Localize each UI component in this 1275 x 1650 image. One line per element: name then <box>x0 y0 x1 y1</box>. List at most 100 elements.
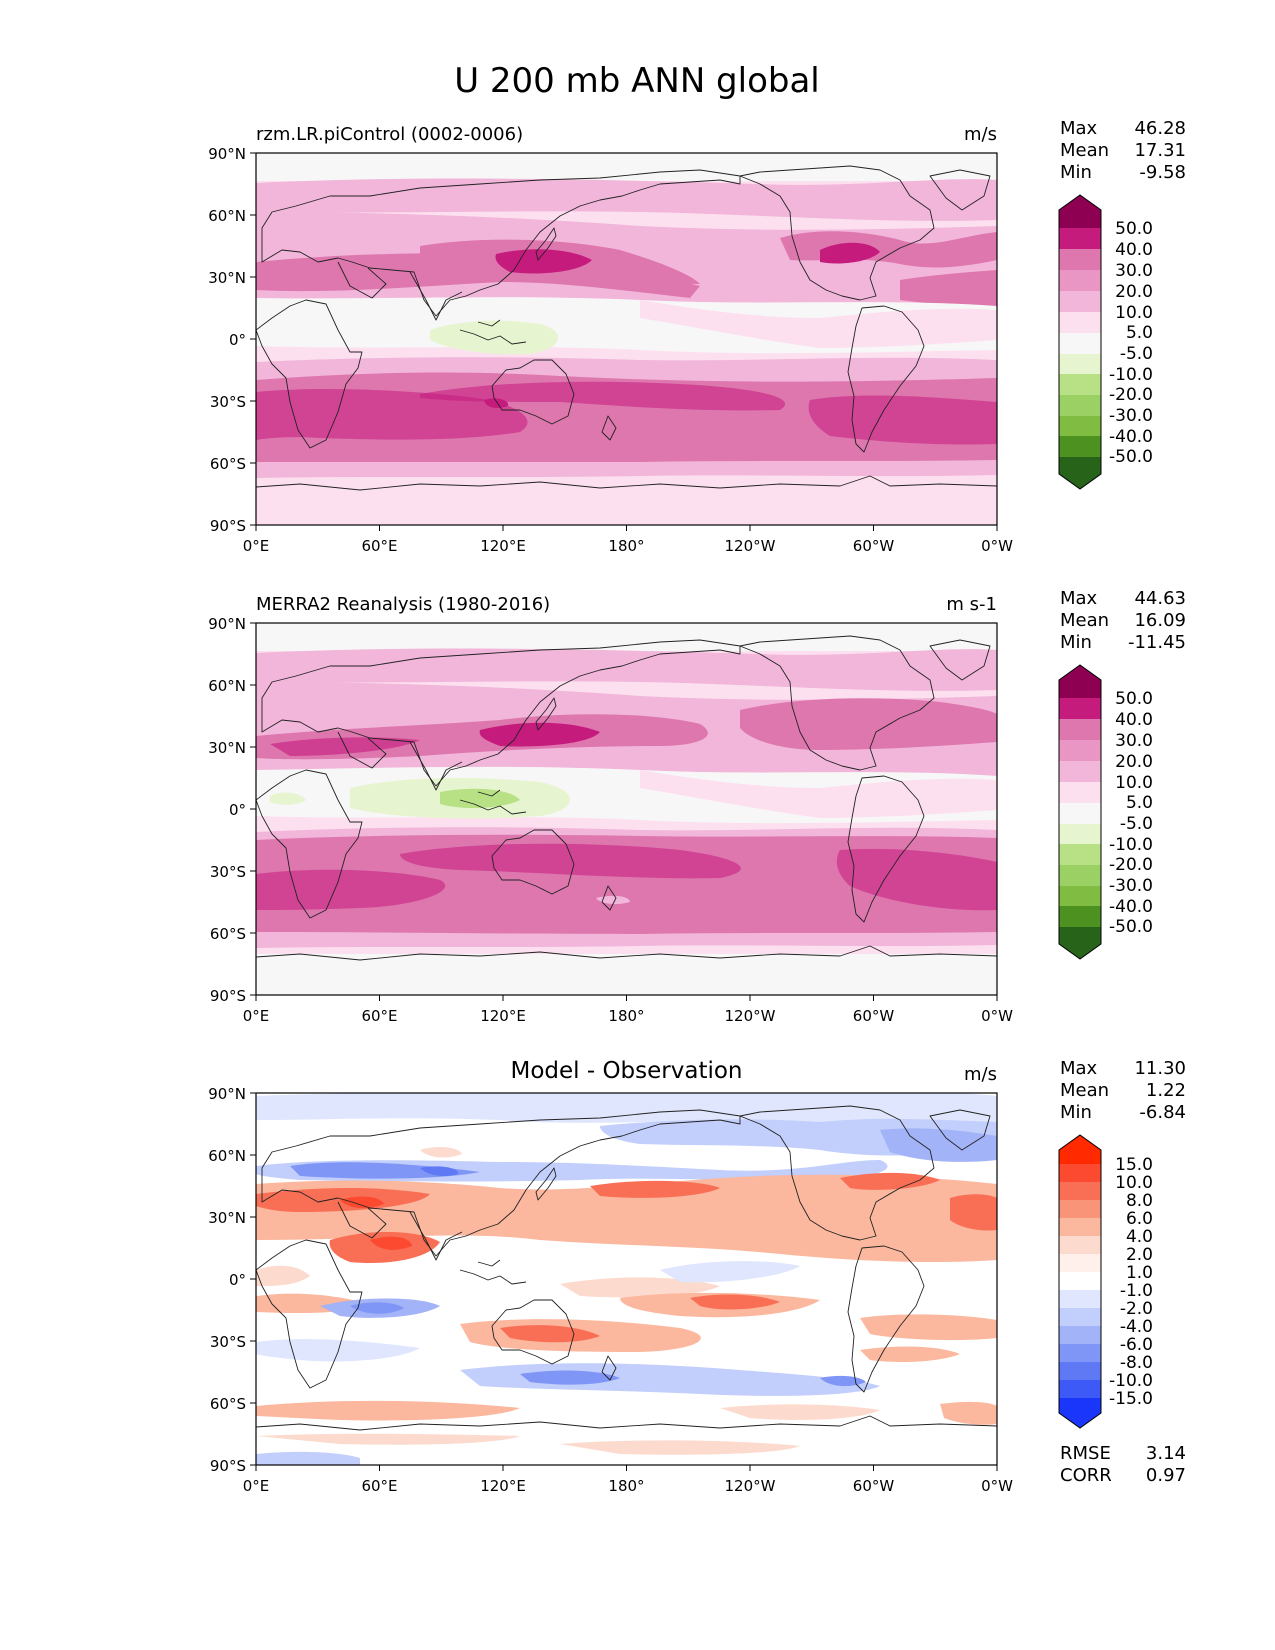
svg-text:90°N: 90°N <box>208 1085 246 1103</box>
svg-text:1.22: 1.22 <box>1146 1080 1186 1101</box>
svg-text:180°: 180° <box>608 537 644 555</box>
panel-1-stats: Max 46.28 Mean 17.31 Min -9.58 <box>1060 118 1186 183</box>
svg-text:Min: Min <box>1060 632 1092 653</box>
panel-1-yticks: 90°N 60°N 30°N 0° 30°S 60°S 90°S <box>208 145 256 535</box>
panel-2-xticks: 0°E 60°E 120°E 180° 120°W 60°W 0°W <box>243 995 1013 1025</box>
svg-text:30°S: 30°S <box>210 863 246 881</box>
svg-text:0.97: 0.97 <box>1146 1465 1186 1486</box>
svg-text:30.0: 30.0 <box>1115 731 1153 751</box>
panel-difference: Model - Observation m/s <box>208 1058 1186 1495</box>
svg-text:CORR: CORR <box>1060 1465 1112 1486</box>
svg-text:-4.0: -4.0 <box>1120 1317 1153 1337</box>
svg-text:15.0: 15.0 <box>1115 1155 1153 1175</box>
svg-text:120°E: 120°E <box>480 1477 526 1495</box>
panel-3-colorbar: 15.0 10.0 8.0 6.0 4.0 2.0 1.0 -1.0 -2.0 … <box>1058 1134 1153 1429</box>
svg-text:0°E: 0°E <box>243 537 270 555</box>
panel-1-colorbar: 50.0 40.0 30.0 20.0 10.0 5.0 -5.0 -10.0 … <box>1058 194 1153 490</box>
panel-2-colorbar: 50.0 40.0 30.0 20.0 10.0 5.0 -5.0 -10.0 … <box>1058 664 1153 960</box>
svg-text:Mean: Mean <box>1060 610 1109 631</box>
panel-1-field <box>256 153 997 525</box>
svg-text:-40.0: -40.0 <box>1109 427 1153 447</box>
svg-text:90°S: 90°S <box>210 987 246 1005</box>
svg-text:-5.0: -5.0 <box>1120 344 1153 364</box>
panel-3-title: Model - Observation <box>510 1058 742 1084</box>
svg-text:Min: Min <box>1060 162 1092 183</box>
svg-text:0°: 0° <box>229 331 246 349</box>
svg-text:6.0: 6.0 <box>1126 1209 1153 1229</box>
svg-text:5.0: 5.0 <box>1126 793 1153 813</box>
svg-text:Mean: Mean <box>1060 1080 1109 1101</box>
svg-text:-50.0: -50.0 <box>1109 917 1153 937</box>
panel-reference: MERRA2 Reanalysis (1980-2016) m s-1 <box>208 588 1186 1025</box>
svg-text:-5.0: -5.0 <box>1120 814 1153 834</box>
panel-1-xticks: 0°E 60°E 120°E 180° 120°W 60°W 0°W <box>243 525 1013 555</box>
svg-text:17.31: 17.31 <box>1134 140 1186 161</box>
panel-1-units: m/s <box>964 124 997 145</box>
svg-text:30°S: 30°S <box>210 393 246 411</box>
svg-text:-6.84: -6.84 <box>1139 1102 1186 1123</box>
svg-text:0°: 0° <box>229 801 246 819</box>
svg-text:90°S: 90°S <box>210 1457 246 1475</box>
svg-text:-9.58: -9.58 <box>1139 162 1186 183</box>
svg-text:30°N: 30°N <box>208 739 246 757</box>
svg-text:50.0: 50.0 <box>1115 219 1153 239</box>
svg-text:-30.0: -30.0 <box>1109 406 1153 426</box>
svg-text:120°W: 120°W <box>725 537 776 555</box>
panel-3-stats: Max 11.30 Mean 1.22 Min -6.84 <box>1060 1058 1186 1123</box>
svg-text:50.0: 50.0 <box>1115 689 1153 709</box>
svg-text:-50.0: -50.0 <box>1109 447 1153 467</box>
figure-title: U 200 mb ANN global <box>454 61 820 101</box>
svg-text:-40.0: -40.0 <box>1109 897 1153 917</box>
svg-text:0°E: 0°E <box>243 1007 270 1025</box>
svg-text:Mean: Mean <box>1060 140 1109 161</box>
svg-text:60°S: 60°S <box>210 1395 246 1413</box>
svg-text:Max: Max <box>1060 118 1098 139</box>
svg-text:16.09: 16.09 <box>1134 610 1186 631</box>
svg-text:0°W: 0°W <box>981 537 1013 555</box>
svg-text:20.0: 20.0 <box>1115 282 1153 302</box>
svg-text:-10.0: -10.0 <box>1109 835 1153 855</box>
svg-text:120°E: 120°E <box>480 537 526 555</box>
panel-2-field <box>256 623 997 995</box>
panel-2-units: m s-1 <box>946 594 997 615</box>
svg-text:-10.0: -10.0 <box>1109 1371 1153 1391</box>
svg-text:46.28: 46.28 <box>1134 118 1186 139</box>
svg-text:180°: 180° <box>608 1007 644 1025</box>
panel-3-field <box>256 1093 997 1465</box>
svg-text:120°E: 120°E <box>480 1007 526 1025</box>
svg-text:90°N: 90°N <box>208 615 246 633</box>
svg-text:1.0: 1.0 <box>1126 1263 1153 1283</box>
svg-text:RMSE: RMSE <box>1060 1443 1111 1464</box>
svg-text:40.0: 40.0 <box>1115 710 1153 730</box>
panel-3-xticks: 0°E 60°E 120°E 180° 120°W 60°W 0°W <box>243 1465 1013 1495</box>
svg-text:-8.0: -8.0 <box>1120 1353 1153 1373</box>
svg-text:60°W: 60°W <box>853 1477 895 1495</box>
svg-text:120°W: 120°W <box>725 1007 776 1025</box>
svg-text:30°N: 30°N <box>208 269 246 287</box>
svg-text:-11.45: -11.45 <box>1128 632 1186 653</box>
svg-text:10.0: 10.0 <box>1115 1173 1153 1193</box>
svg-text:60°W: 60°W <box>853 1007 895 1025</box>
svg-text:180°: 180° <box>608 1477 644 1495</box>
svg-text:60°N: 60°N <box>208 1147 246 1165</box>
svg-text:-10.0: -10.0 <box>1109 365 1153 385</box>
svg-text:30.0: 30.0 <box>1115 261 1153 281</box>
svg-text:-1.0: -1.0 <box>1120 1281 1153 1301</box>
svg-text:0°W: 0°W <box>981 1007 1013 1025</box>
svg-text:-20.0: -20.0 <box>1109 855 1153 875</box>
panel-test: rzm.LR.piControl (0002-0006) m/s <box>208 118 1186 555</box>
svg-text:20.0: 20.0 <box>1115 752 1153 772</box>
panel-3-metrics: RMSE 3.14 CORR 0.97 <box>1060 1443 1186 1486</box>
svg-text:Max: Max <box>1060 1058 1098 1079</box>
panel-3-yticks: 90°N 60°N 30°N 0° 30°S 60°S 90°S <box>208 1085 256 1475</box>
svg-text:60°N: 60°N <box>208 207 246 225</box>
svg-text:3.14: 3.14 <box>1146 1443 1186 1464</box>
svg-text:-20.0: -20.0 <box>1109 385 1153 405</box>
svg-text:-30.0: -30.0 <box>1109 876 1153 896</box>
svg-text:60°E: 60°E <box>361 1477 397 1495</box>
svg-text:120°W: 120°W <box>725 1477 776 1495</box>
panel-3-units: m/s <box>964 1064 997 1085</box>
svg-text:0°E: 0°E <box>243 1477 270 1495</box>
svg-text:-2.0: -2.0 <box>1120 1299 1153 1319</box>
